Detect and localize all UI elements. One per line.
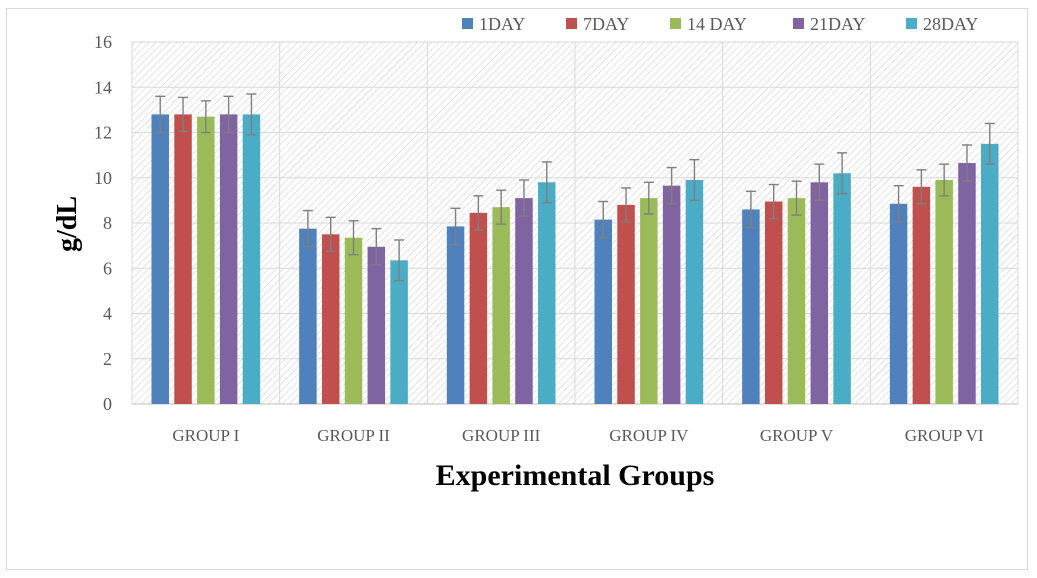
- bar: [299, 228, 317, 404]
- bar: [742, 209, 760, 404]
- bar: [344, 237, 363, 404]
- x-axis-categories: GROUP I GROUP II GROUP III GROUP IV GROUP V G…: [172, 426, 984, 445]
- x-category-label: GROUP II: [317, 426, 390, 445]
- bar: [958, 163, 976, 404]
- bar: [833, 173, 851, 404]
- bar: [640, 198, 658, 404]
- y-tick-label: 12: [94, 123, 112, 143]
- bar: [764, 201, 783, 404]
- bar: [662, 185, 681, 404]
- bar: [197, 116, 215, 404]
- y-tick-label: 6: [103, 258, 112, 278]
- legend-label: 14 DAY: [687, 14, 747, 34]
- x-category-label: GROUP I: [172, 426, 239, 445]
- bar: [594, 219, 612, 404]
- bar: [981, 143, 999, 404]
- bar: [151, 114, 169, 405]
- bar: [321, 234, 340, 404]
- y-tick-label: 2: [103, 349, 112, 369]
- x-axis-title: Experimental Groups: [436, 459, 715, 492]
- bar: [935, 180, 953, 404]
- legend-swatch: [793, 18, 804, 29]
- x-category-label: GROUP III: [462, 426, 541, 445]
- bar: [242, 114, 261, 405]
- y-axis-title: g/dL: [52, 196, 83, 252]
- bar: [889, 203, 908, 404]
- bar: [912, 186, 931, 404]
- y-tick-label: 4: [103, 304, 112, 324]
- legend-swatch: [906, 18, 917, 29]
- bar: [174, 114, 192, 405]
- x-category-label: GROUP VI: [905, 426, 984, 445]
- bar: [469, 212, 488, 404]
- bar: [367, 246, 386, 404]
- legend-swatch: [566, 18, 577, 29]
- y-tick-label: 8: [103, 213, 112, 233]
- bar: [787, 198, 806, 404]
- bar: [515, 198, 533, 404]
- gridlines: [131, 41, 1019, 405]
- y-tick-label: 0: [103, 394, 112, 414]
- legend-label: 7DAY: [583, 14, 629, 34]
- bar: [538, 182, 556, 404]
- legend-swatch: [462, 18, 473, 29]
- legend-label: 1DAY: [479, 14, 525, 34]
- legend-swatch: [670, 18, 681, 29]
- bar: [390, 260, 408, 404]
- bars: [151, 114, 999, 405]
- bar: [617, 204, 635, 404]
- legend: 1DAY 7DAY 14 DAY 21DAY 28DAY: [462, 14, 978, 34]
- x-category-label: GROUP IV: [609, 426, 689, 445]
- legend-label: 21DAY: [810, 14, 865, 34]
- y-tick-label: 14: [94, 77, 112, 97]
- bar: [685, 180, 704, 404]
- bar: [219, 114, 238, 405]
- bar: [492, 207, 510, 404]
- legend-label: 28DAY: [923, 14, 978, 34]
- y-tick-label: 16: [94, 32, 112, 52]
- x-category-label: GROUP V: [760, 426, 834, 445]
- bar: [810, 182, 829, 404]
- error-bars: [155, 93, 995, 282]
- bar: [446, 226, 465, 404]
- y-tick-label: 10: [94, 168, 112, 188]
- y-axis-ticks: 0 2 4 6 8 10 12 14 16: [94, 32, 112, 414]
